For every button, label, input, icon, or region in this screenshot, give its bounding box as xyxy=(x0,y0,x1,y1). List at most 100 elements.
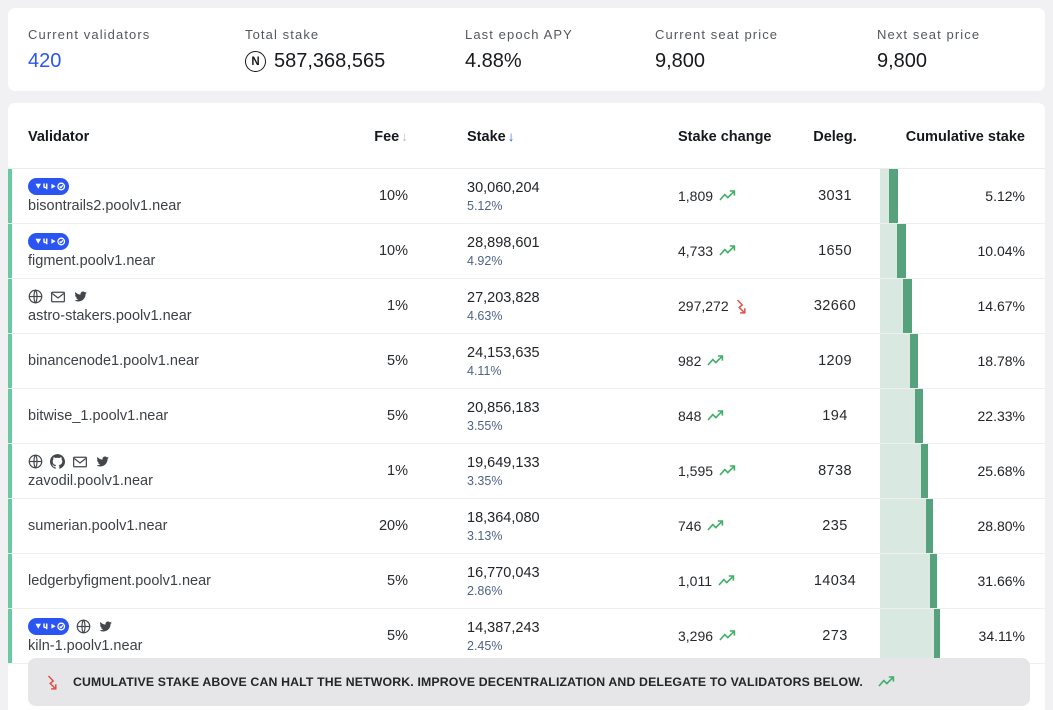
table-row[interactable]: figment.poolv1.near 10% 28,898,601 4.92%… xyxy=(8,224,1045,279)
stake-cell: 19,649,133 3.35% xyxy=(467,444,670,498)
cumulative-bar xyxy=(880,389,923,443)
validator-name: ledgerbyfigment.poolv1.near xyxy=(28,573,211,589)
twitter-icon[interactable] xyxy=(95,455,110,468)
stat-value-last-epoch-apy: 4.88% xyxy=(465,50,522,72)
email-icon[interactable] xyxy=(72,455,88,469)
stake-change-cell: 1,011 xyxy=(670,554,790,608)
total-stake-amount: 587,368,565 xyxy=(274,50,386,72)
cumulative-bar-own xyxy=(889,169,898,223)
stake-change-cell: 848 xyxy=(670,389,790,443)
deleg-value: 194 xyxy=(822,408,848,424)
stake-percent: 4.92% xyxy=(467,253,503,268)
deleg-value: 14034 xyxy=(813,573,857,589)
deleg-value: 3031 xyxy=(818,188,852,204)
column-cumulative-stake: Cumulative stake xyxy=(905,128,1025,145)
validator-cell: bisontrails2.poolv1.near xyxy=(8,169,348,223)
column-stake-sort[interactable]: Stake ↓ xyxy=(467,128,515,145)
stake-cell: 24,153,635 4.11% xyxy=(467,334,670,388)
table-row[interactable]: ledgerbyfigment.poolv1.near 5% 16,770,04… xyxy=(8,554,1045,609)
email-icon[interactable] xyxy=(50,290,66,304)
deleg-value: 235 xyxy=(822,518,848,534)
twitter-icon[interactable] xyxy=(73,290,88,303)
stake-cell: 18,364,080 3.13% xyxy=(467,499,670,553)
cumulative-cell: 10.04% xyxy=(880,224,1045,278)
column-deleg: Deleg. xyxy=(813,128,857,145)
column-fee-sort[interactable]: Fee ↓ xyxy=(374,128,408,145)
github-icon[interactable] xyxy=(50,454,65,469)
globe-icon[interactable] xyxy=(28,454,43,469)
stake-cell: 30,060,204 5.12% xyxy=(467,169,670,223)
validators-table: Validator Fee ↓ Stake ↓ Stake change Deleg… xyxy=(8,103,1045,710)
trend-up-icon xyxy=(878,676,895,688)
globe-icon[interactable] xyxy=(28,289,43,304)
stake-cell: 27,203,828 4.63% xyxy=(467,279,670,333)
table-header: Validator Fee ↓ Stake ↓ Stake change Deleg… xyxy=(8,103,1045,169)
trend-down-icon xyxy=(735,298,747,314)
globe-icon[interactable] xyxy=(76,619,91,634)
stake-value: 27,203,828 xyxy=(467,289,540,306)
deleg-value: 273 xyxy=(822,628,848,644)
fee-value: 1% xyxy=(387,463,408,479)
validator-name: figment.poolv1.near xyxy=(28,253,156,269)
stake-change-value: 1,595 xyxy=(678,463,714,479)
validator-icons xyxy=(28,233,348,250)
stake-change-value: 848 xyxy=(678,408,702,424)
table-row[interactable]: astro-stakers.poolv1.near 1% 27,203,828 … xyxy=(8,279,1045,334)
stake-value: 18,364,080 xyxy=(467,509,540,526)
sort-arrow-fee-icon: ↓ xyxy=(401,128,408,144)
deleg-value: 1650 xyxy=(818,243,852,259)
validator-rows: bisontrails2.poolv1.near 10% 30,060,204 … xyxy=(8,169,1045,664)
table-row[interactable]: kiln-1.poolv1.near 5% 14,387,243 2.45% 3… xyxy=(8,609,1045,664)
twitter-icon[interactable] xyxy=(98,620,113,633)
cumulative-bar-own xyxy=(897,224,906,278)
trend-up-icon xyxy=(719,465,736,477)
fee-value: 10% xyxy=(378,243,408,259)
stake-percent: 3.55% xyxy=(467,418,503,433)
stake-change-cell: 297,272 xyxy=(670,279,790,333)
stat-last-epoch-apy: Last epoch APY 4.88% xyxy=(465,27,655,91)
stat-label: Current seat price xyxy=(655,27,779,42)
stat-label: Last epoch APY xyxy=(465,27,573,42)
cumulative-percent: 28.80% xyxy=(977,518,1025,534)
table-row[interactable]: sumerian.poolv1.near 20% 18,364,080 3.13… xyxy=(8,499,1045,554)
cumulative-bar xyxy=(880,279,912,333)
cumulative-bar-own xyxy=(910,334,918,388)
stat-label: Total stake xyxy=(245,27,320,42)
cumulative-percent: 14.67% xyxy=(977,298,1025,314)
cumulative-cell: 25.68% xyxy=(880,444,1045,498)
cumulative-bar-own xyxy=(915,389,923,443)
fee-value: 5% xyxy=(387,353,408,369)
cumulative-cell: 31.66% xyxy=(880,554,1045,608)
trend-up-icon xyxy=(707,520,724,532)
trend-up-icon xyxy=(719,630,736,642)
stake-percent: 5.12% xyxy=(467,198,503,213)
cumulative-percent: 31.66% xyxy=(977,573,1025,589)
stake-value: 28,898,601 xyxy=(467,234,540,251)
table-row[interactable]: binancenode1.poolv1.near 5% 24,153,635 4… xyxy=(8,334,1045,389)
validator-cell: binancenode1.poolv1.near xyxy=(8,334,348,388)
stat-value-current-seat-price: 9,800 xyxy=(655,50,706,72)
fee-value: 5% xyxy=(387,573,408,589)
vhp-badge xyxy=(28,618,69,635)
table-row[interactable]: zavodil.poolv1.near 1% 19,649,133 3.35% … xyxy=(8,444,1045,499)
trend-up-icon xyxy=(719,245,736,257)
stake-value: 14,387,243 xyxy=(467,619,540,636)
stake-percent: 4.11% xyxy=(467,363,502,378)
validator-cell: ledgerbyfigment.poolv1.near xyxy=(8,554,348,608)
deleg-value: 8738 xyxy=(818,463,852,479)
stat-value-next-seat-price: 9,800 xyxy=(877,50,928,72)
validator-icons xyxy=(28,288,348,305)
trend-up-icon xyxy=(718,575,735,587)
stat-total-stake: Total stake N 587,368,565 xyxy=(245,27,465,91)
stat-value-current-validators[interactable]: 420 xyxy=(28,50,62,72)
cumulative-percent: 18.78% xyxy=(977,353,1025,369)
table-row[interactable]: bisontrails2.poolv1.near 10% 30,060,204 … xyxy=(8,169,1045,224)
stat-current-seat-price: Current seat price 9,800 xyxy=(655,27,877,91)
stake-change-value: 3,296 xyxy=(678,628,714,644)
stake-change-value: 746 xyxy=(678,518,702,534)
stake-cell: 28,898,601 4.92% xyxy=(467,224,670,278)
stake-percent: 4.63% xyxy=(467,308,503,323)
table-row[interactable]: bitwise_1.poolv1.near 5% 20,856,183 3.55… xyxy=(8,389,1045,444)
cumulative-bar-own xyxy=(926,499,933,553)
validator-name: sumerian.poolv1.near xyxy=(28,518,168,534)
